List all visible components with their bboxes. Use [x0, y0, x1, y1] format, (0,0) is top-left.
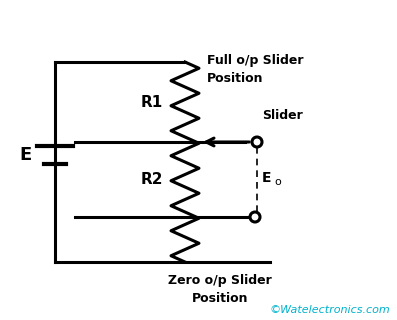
- Text: R2: R2: [141, 172, 163, 187]
- Text: E: E: [19, 146, 31, 164]
- Text: o: o: [274, 177, 281, 187]
- Circle shape: [252, 137, 262, 147]
- Text: Full o/p Slider
Position: Full o/p Slider Position: [207, 54, 303, 85]
- Text: ©Watelectronics.com: ©Watelectronics.com: [269, 305, 390, 315]
- Text: E: E: [262, 171, 272, 185]
- Text: R1: R1: [141, 94, 163, 109]
- Circle shape: [250, 212, 260, 222]
- Text: Zero o/p Slider
Position: Zero o/p Slider Position: [168, 274, 272, 305]
- Text: Slider: Slider: [262, 109, 303, 122]
